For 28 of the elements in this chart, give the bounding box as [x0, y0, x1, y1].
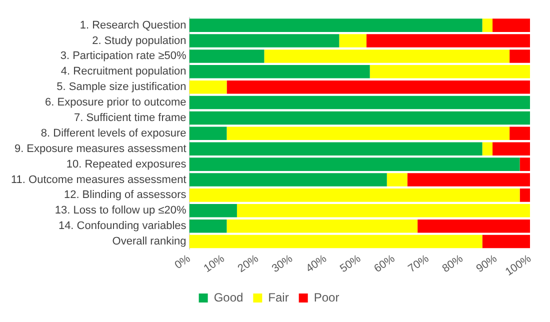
- x-tick-label: 30%: [270, 252, 296, 276]
- y-tick-label: 3. Participation rate ≥50%: [60, 50, 186, 62]
- y-tick-label: Overall ranking: [112, 236, 186, 248]
- x-tick-label: 70%: [406, 252, 432, 276]
- y-tick-label: 9. Exposure measures assessment: [14, 142, 186, 155]
- y-tick-label: 11. Outcome measures assessment: [10, 174, 186, 186]
- x-tick-label: 50%: [338, 252, 364, 276]
- y-tick-label: 14. Confounding variables: [58, 220, 187, 232]
- y-tick-label: 6. Exposure prior to outcome: [45, 96, 186, 109]
- x-tick-label: 0%: [172, 252, 193, 272]
- x-tick-label: 20%: [236, 252, 261, 276]
- y-tick-label: 1. Research Question: [80, 19, 186, 32]
- legend-label: Poor: [314, 290, 340, 304]
- y-tick-label: 13. Loss to follow up ≤20%: [54, 204, 186, 217]
- x-tick-label: 90%: [474, 252, 500, 276]
- x-tick-label: 40%: [304, 252, 330, 276]
- legend-label: Fair: [268, 290, 289, 304]
- y-tick-label: 2. Study population: [92, 34, 186, 47]
- x-tick-label: 60%: [372, 252, 398, 276]
- y-tick-label: 5. Sample size justification: [56, 81, 186, 94]
- y-tick-label: 10. Repeated exposures: [66, 158, 187, 170]
- y-tick-label: 7. Sufficient time frame: [74, 112, 186, 124]
- y-tick-label: 8. Different levels of exposure: [40, 127, 186, 140]
- legend-label: Good: [214, 290, 244, 304]
- x-tick-label: 80%: [440, 252, 466, 276]
- y-tick-label: 12. Blinding of assessors: [64, 189, 187, 202]
- y-tick-label: 4. Recruitment population: [60, 66, 186, 78]
- x-tick-label: 10%: [202, 252, 227, 276]
